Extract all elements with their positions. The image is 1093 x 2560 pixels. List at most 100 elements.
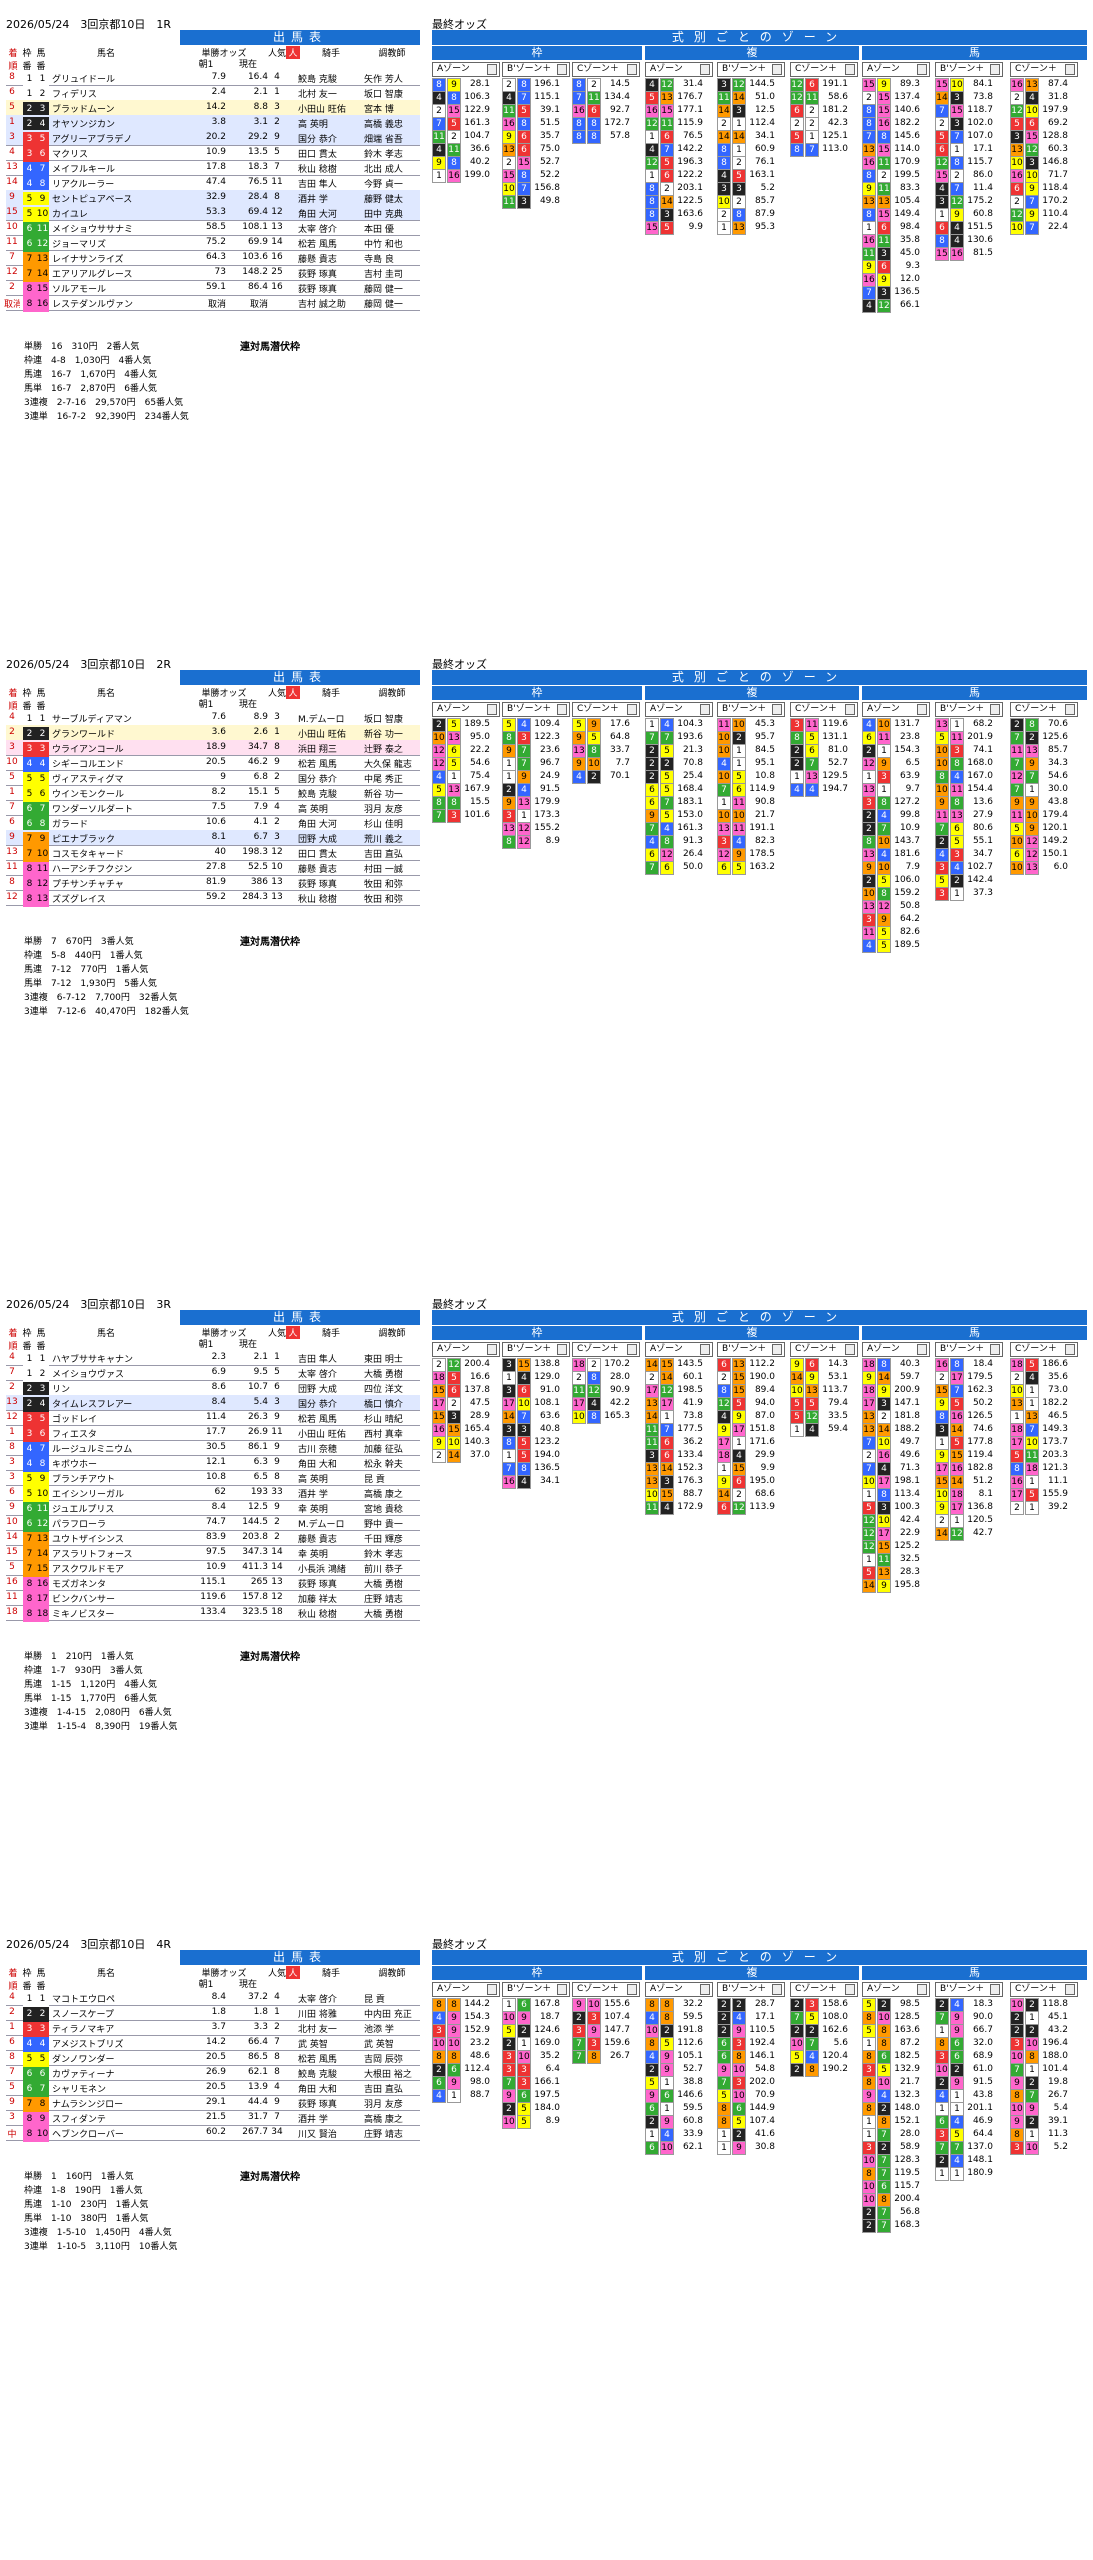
combo-row[interactable]: 9 6 146.6 — [645, 2089, 703, 2103]
combo-row[interactable]: 10 7 128.3 — [862, 2154, 920, 2168]
horse-row[interactable]: 7 6 7 ワンダーソルダート 7.5 7.9 4 高 英明 羽月 友彦 — [6, 800, 420, 817]
combo-row[interactable]: 7 10 49.7 — [862, 1436, 920, 1450]
zone-tab[interactable]: Cゾーン＋ — [1010, 1342, 1078, 1357]
combo-row[interactable]: 8 10 143.7 — [862, 835, 920, 849]
combo-row[interactable]: 5 4 109.4 — [502, 718, 560, 732]
combo-row[interactable]: 15 7 162.3 — [935, 1384, 993, 1398]
combo-row[interactable]: 5 13 167.9 — [432, 783, 490, 797]
zone-tab[interactable]: B'ゾーン＋ — [935, 702, 1003, 717]
horse-row[interactable]: 4 3 6 マクリス 10.9 13.5 5 田口 貫太 鈴木 孝志 — [6, 145, 420, 162]
horse-name[interactable]: ハヤブササキャナン — [52, 1355, 134, 1365]
combo-row[interactable]: 10 2 118.8 — [1010, 1998, 1068, 2012]
combo-row[interactable]: 14 1 73.8 — [645, 1410, 703, 1424]
zone-tab[interactable]: Cゾーン＋ — [790, 1982, 858, 1997]
zone-tab-checkbox[interactable] — [1065, 1344, 1075, 1355]
horse-name[interactable]: ミキノビスター — [52, 1610, 115, 1620]
horse-name[interactable]: アメジストブリズ — [52, 2040, 124, 2050]
horse-row[interactable]: 10 4 4 シギーコルエンド 20.5 46.2 9 松若 風馬 大久保 龍志 — [6, 755, 420, 772]
combo-row[interactable]: 9 14 59.7 — [862, 1371, 920, 1385]
combo-row[interactable]: 2 12 200.4 — [432, 1358, 490, 1372]
combo-row[interactable]: 9 5 50.2 — [935, 1397, 993, 1411]
zone-tab[interactable]: Aゾーン — [432, 1342, 500, 1357]
zone-tab[interactable]: B'ゾーン＋ — [935, 62, 1003, 77]
zone-tab[interactable]: Aゾーン — [432, 62, 500, 77]
zone-tab-checkbox[interactable] — [845, 704, 855, 715]
combo-row[interactable]: 3 11 119.6 — [790, 718, 848, 732]
combo-row[interactable]: 14 3 12.5 — [717, 104, 775, 118]
combo-row[interactable]: 8 2 203.1 — [645, 182, 703, 196]
combo-row[interactable]: 2 9 91.5 — [935, 2076, 993, 2090]
combo-row[interactable]: 6 2 181.2 — [790, 104, 848, 118]
horse-row[interactable]: 5 2 3 ブラッドムーン 14.2 8.8 3 小田山 旺佑 宮本 博 — [6, 100, 420, 117]
combo-row[interactable]: 6 13 112.2 — [717, 1358, 775, 1372]
combo-row[interactable]: 1 16 199.0 — [432, 169, 490, 183]
horse-row[interactable]: 11 8 17 ビンクバンサー 119.6 157.8 12 加藤 祥太 庄野 靖志 — [6, 1590, 420, 1607]
zone-tab-checkbox[interactable] — [845, 1344, 855, 1355]
combo-row[interactable]: 2 1 39.2 — [1010, 1501, 1068, 1515]
horse-row[interactable]: 2 2 2 スノースケープ 1.8 1.8 1 川田 将雅 中内田 充正 — [6, 2005, 420, 2022]
combo-row[interactable]: 11 10 45.3 — [717, 718, 775, 732]
combo-row[interactable]: 16 9 12.0 — [862, 273, 920, 287]
combo-row[interactable]: 3 3 6.4 — [502, 2063, 560, 2077]
zone-tab-checkbox[interactable] — [557, 1344, 567, 1355]
combo-row[interactable]: 4 7 115.1 — [502, 91, 560, 105]
combo-row[interactable]: 2 15 122.9 — [432, 104, 490, 118]
combo-row[interactable]: 1 9 66.7 — [935, 2024, 993, 2038]
horse-name[interactable]: シャリモネン — [52, 2085, 107, 2095]
horse-row[interactable]: 4 1 1 ハヤブササキャナン 2.3 2.1 1 吉田 隼人 東田 明士 — [6, 1350, 420, 1367]
horse-row[interactable]: 12 8 13 ズズグレイス 59.2 284.3 13 秋山 稔樹 牧田 和弥 — [6, 890, 420, 907]
combo-row[interactable]: 2 7 10.9 — [862, 822, 920, 836]
horse-row[interactable]: 11 6 12 ジョーマリズ 75.2 69.9 14 松若 風馬 中竹 和也 — [6, 235, 420, 252]
horse-name[interactable]: タイムレスフレアー — [52, 1400, 133, 1410]
combo-row[interactable]: 11 3 45.0 — [862, 247, 920, 261]
combo-row[interactable]: 1 6 167.8 — [502, 1998, 560, 2012]
combo-row[interactable]: 2 9 52.7 — [645, 2063, 703, 2077]
zone-tab[interactable]: B'ゾーン＋ — [717, 702, 785, 717]
combo-row[interactable]: 3 8 127.2 — [862, 796, 920, 810]
horse-row[interactable]: 1 5 6 ウインモンクール 8.2 15.1 5 鮫島 克駿 新谷 功一 — [6, 785, 420, 802]
combo-row[interactable]: 6 1 59.5 — [645, 2102, 703, 2116]
combo-row[interactable]: 18 9 200.9 — [862, 1384, 920, 1398]
zone-tab[interactable]: B'ゾーン＋ — [502, 1982, 570, 1997]
combo-row[interactable]: 4 12 66.1 — [862, 299, 920, 313]
horse-name[interactable]: スフィダンテ — [52, 2115, 106, 2125]
horse-row[interactable]: 6 6 8 ガラード 10.6 4.1 2 角田 大河 杉山 佳明 — [6, 815, 420, 832]
combo-row[interactable]: 6 12 113.9 — [717, 1501, 775, 1515]
combo-row[interactable]: 15 9 89.3 — [862, 78, 920, 92]
combo-row[interactable]: 8 6 32.0 — [935, 2037, 993, 2051]
zone-tab-checkbox[interactable] — [487, 1984, 497, 1995]
combo-row[interactable]: 9 10 155.6 — [572, 1998, 630, 2012]
combo-row[interactable]: 9 6 9.3 — [862, 260, 920, 274]
combo-row[interactable]: 4 11 36.6 — [432, 143, 490, 157]
zone-tab[interactable]: Aゾーン — [645, 1982, 713, 1997]
horse-row[interactable]: 6 4 4 アメジストブリズ 14.2 66.4 7 武 英智武 英智 — [6, 2035, 420, 2052]
horse-name[interactable]: プチサンチャチャ — [52, 880, 124, 890]
zone-tab[interactable]: B'ゾーン＋ — [502, 1342, 570, 1357]
combo-row[interactable]: 7 1 101.4 — [1010, 2063, 1068, 2077]
combo-row[interactable]: 3 14 74.6 — [935, 1423, 993, 1437]
combo-row[interactable]: 11 13 27.9 — [935, 809, 993, 823]
horse-name[interactable]: モズガネンタ — [52, 1580, 107, 1590]
zone-tab-checkbox[interactable] — [845, 1984, 855, 1995]
combo-row[interactable]: 2 7 56.8 — [862, 2206, 920, 2220]
horse-row[interactable]: 3 4 8 キボウホー 12.1 6.3 9 角田 大和 松永 幹夫 — [6, 1455, 420, 1472]
combo-row[interactable]: 3 12 175.2 — [935, 195, 993, 209]
combo-row[interactable]: 2 9 60.8 — [645, 2115, 703, 2129]
combo-row[interactable]: 3 10 35.2 — [502, 2050, 560, 2064]
horse-name[interactable]: ヘブンクローバー — [52, 2130, 124, 2140]
combo-row[interactable]: 7 2 125.6 — [1010, 731, 1068, 745]
combo-row[interactable]: 2 7 170.2 — [1010, 195, 1068, 209]
combo-row[interactable]: 8 6 144.9 — [717, 2102, 775, 2116]
combo-row[interactable]: 18 5 16.6 — [432, 1371, 490, 1385]
combo-row[interactable]: 10 8 168.0 — [935, 757, 993, 771]
combo-row[interactable]: 8 6 182.5 — [862, 2050, 920, 2064]
horse-name[interactable]: フィデリス — [52, 90, 97, 100]
combo-row[interactable]: 16 8 51.5 — [502, 117, 560, 131]
horse-name[interactable]: ズズグレイス — [52, 895, 106, 905]
zone-tab-checkbox[interactable] — [627, 704, 637, 715]
combo-row[interactable]: 1 4 33.9 — [645, 2128, 703, 2142]
combo-row[interactable]: 13 12 50.8 — [862, 900, 920, 914]
horse-name[interactable]: キボウホー — [52, 1460, 98, 1470]
combo-row[interactable]: 13 6 75.0 — [502, 143, 560, 157]
combo-row[interactable]: 5 6 69.2 — [1010, 117, 1068, 131]
